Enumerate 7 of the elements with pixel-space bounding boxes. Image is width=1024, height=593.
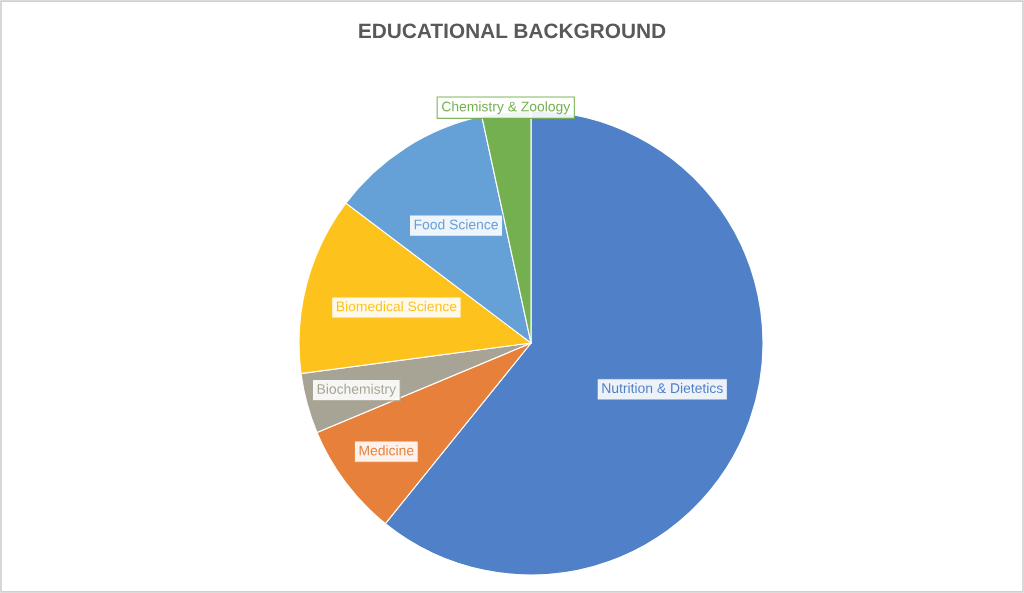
slice-label: Medicine: [359, 445, 414, 456]
slice-label: Chemistry & Zoology: [442, 101, 571, 115]
slice-label: Biomedical Science: [336, 301, 457, 312]
slice-label: Biochemistry: [317, 383, 397, 397]
slice-label: Food Science: [414, 219, 498, 230]
slice-label: Nutrition & Dietetics: [602, 382, 723, 394]
chart-title: EDUCATIONAL BACKGROUND: [359, 23, 666, 39]
